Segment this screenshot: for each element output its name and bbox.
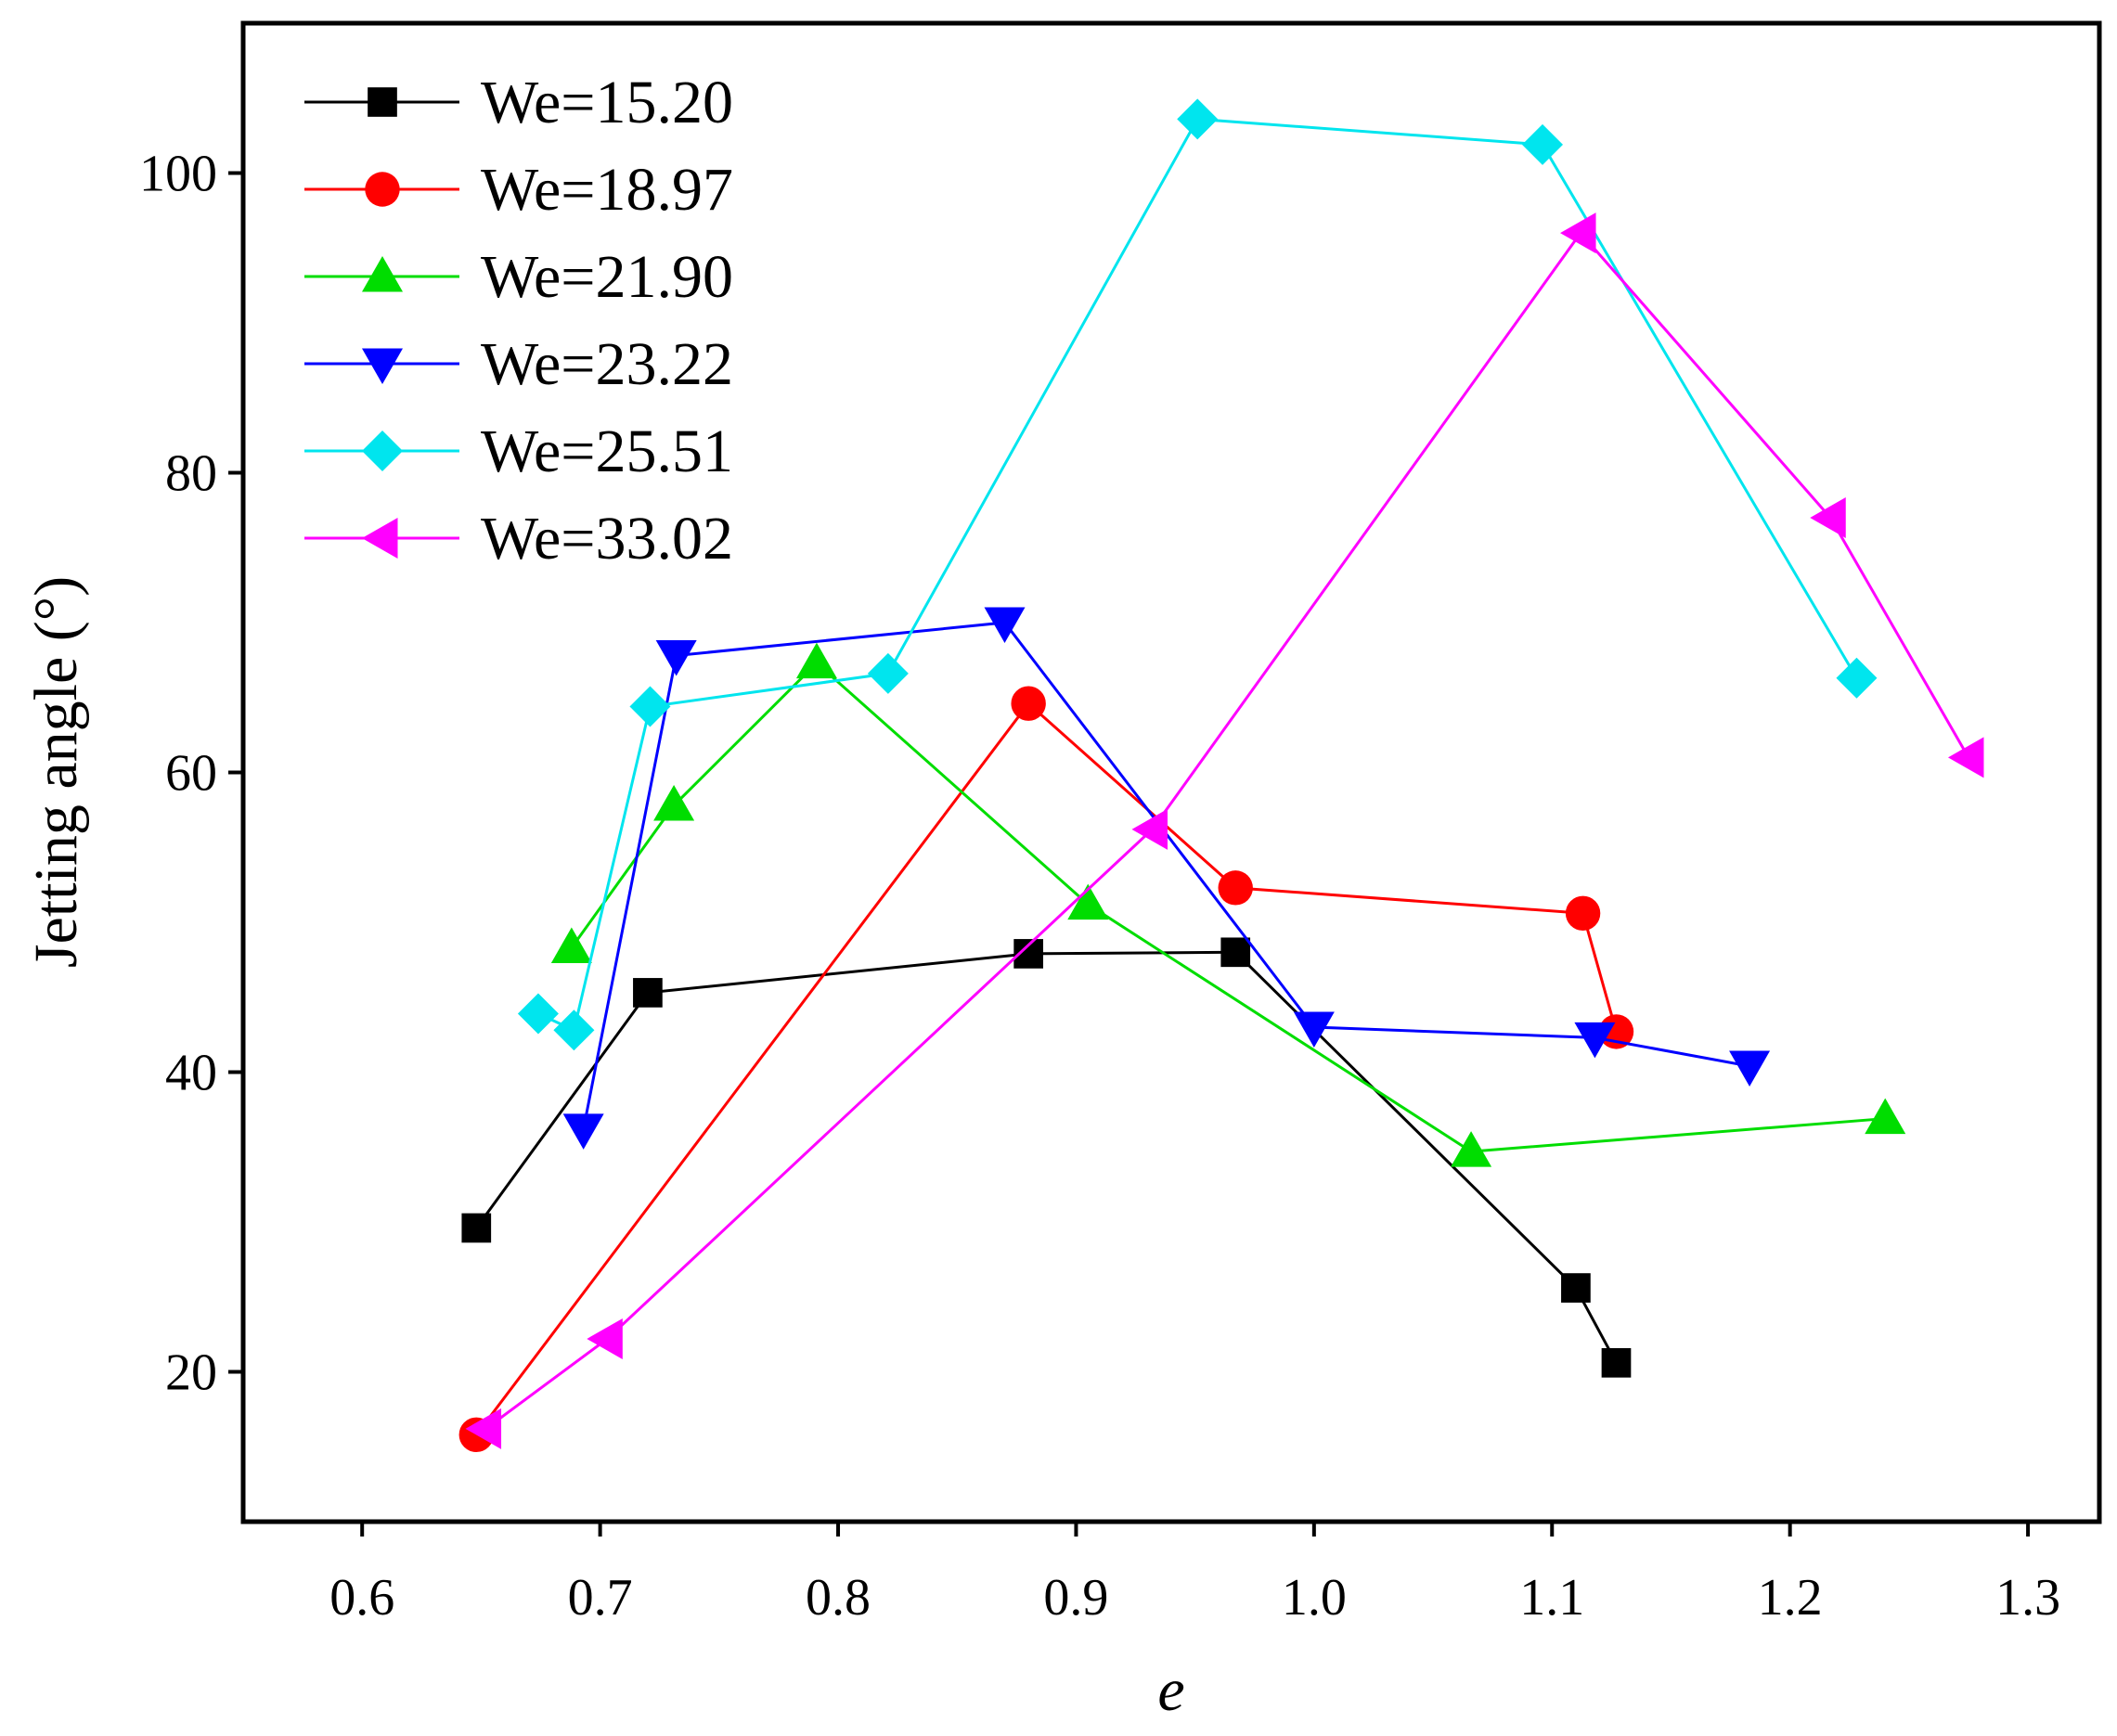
- series-line: [475, 701, 1618, 1436]
- y-tick-label: 40: [165, 1045, 217, 1102]
- data-point: [587, 1318, 623, 1359]
- series-we-23-22: [562, 607, 1771, 1150]
- tick-labels: 0.6 0.7 0.8 0.9 1.0 1.1 1.2 1.3 20 40 60 80 100: [139, 146, 2060, 1627]
- legend-marker: [365, 172, 400, 207]
- x-tick-label: 1.2: [1758, 1569, 1823, 1627]
- legend-item: We=21.90: [304, 243, 733, 311]
- legend-item: We=33.02: [304, 505, 733, 572]
- series-line: [484, 230, 1970, 1431]
- data-point: [1729, 1050, 1771, 1087]
- legend-marker: [362, 348, 403, 384]
- data-point: [1067, 883, 1109, 920]
- data-point: [795, 642, 837, 679]
- data-point: [653, 785, 695, 821]
- legend-label: We=33.02: [481, 505, 733, 572]
- data-point: [550, 927, 592, 963]
- series-line: [570, 661, 1886, 1153]
- series-line: [582, 621, 1750, 1130]
- y-tick-label: 80: [165, 445, 217, 503]
- data-point: [1451, 1131, 1492, 1167]
- legend-label: We=25.51: [481, 418, 733, 485]
- series-we-33-02: [465, 212, 1984, 1449]
- legend-label: We=18.97: [481, 156, 733, 224]
- legend-item: We=25.51: [304, 418, 733, 485]
- legend-label: We=21.90: [481, 243, 733, 311]
- legend-label: We=23.22: [481, 330, 733, 398]
- legend: We=15.20 We=18.97 We=21.90 We=23.22 We=25.51…: [304, 69, 733, 572]
- axis-ticks: [228, 171, 2031, 1537]
- data-point: [1220, 937, 1251, 968]
- y-tick-label: 20: [165, 1344, 217, 1402]
- y-tick-label: 100: [139, 146, 217, 203]
- data-point: [1131, 808, 1168, 850]
- data-point: [461, 1213, 492, 1243]
- data-point: [1865, 1098, 1906, 1135]
- series-we-18-97: [458, 686, 1634, 1453]
- data-point: [465, 1408, 502, 1449]
- series-we-25-51: [517, 98, 1878, 1051]
- legend-label: We=15.20: [481, 69, 733, 136]
- legend-marker: [362, 256, 403, 292]
- legend-item: We=18.97: [304, 156, 733, 224]
- series-layer: [458, 98, 1984, 1453]
- x-axis-title: e: [1157, 1656, 1184, 1724]
- legend-marker: [368, 87, 397, 117]
- data-point: [655, 640, 697, 676]
- data-point: [1293, 1011, 1335, 1048]
- data-point: [867, 652, 909, 694]
- x-tick-label: 0.6: [329, 1569, 394, 1627]
- data-point: [1177, 98, 1219, 140]
- x-tick-label: 0.7: [568, 1569, 633, 1627]
- data-point: [1574, 1022, 1616, 1059]
- x-tick-label: 0.8: [806, 1569, 871, 1627]
- data-point: [1947, 737, 1984, 778]
- data-point: [1601, 1347, 1632, 1378]
- legend-item: We=15.20: [304, 69, 733, 136]
- y-tick-label: 60: [165, 745, 217, 803]
- legend-item: We=23.22: [304, 330, 733, 398]
- data-point: [1565, 895, 1601, 932]
- data-point: [984, 607, 1026, 643]
- x-tick-label: 1.3: [1995, 1569, 2060, 1627]
- data-point: [1810, 496, 1846, 538]
- data-point: [562, 1113, 604, 1150]
- legend-marker: [362, 431, 403, 471]
- x-tick-label: 1.1: [1519, 1569, 1584, 1627]
- series-we-21-90: [550, 642, 1906, 1167]
- x-tick-label: 1.0: [1282, 1569, 1347, 1627]
- data-point: [1011, 686, 1046, 721]
- data-point: [1218, 870, 1253, 906]
- x-tick-label: 0.9: [1043, 1569, 1108, 1627]
- data-point: [633, 978, 663, 1008]
- legend-marker: [362, 518, 398, 559]
- data-point: [629, 686, 671, 727]
- series-line: [537, 117, 1858, 1033]
- data-point: [1836, 657, 1878, 699]
- data-point: [553, 1009, 595, 1051]
- data-point: [1522, 123, 1563, 165]
- data-point: [517, 993, 559, 1035]
- data-point: [1560, 212, 1596, 254]
- y-axis-title: Jetting angle (°): [22, 576, 90, 968]
- data-point: [1561, 1273, 1591, 1303]
